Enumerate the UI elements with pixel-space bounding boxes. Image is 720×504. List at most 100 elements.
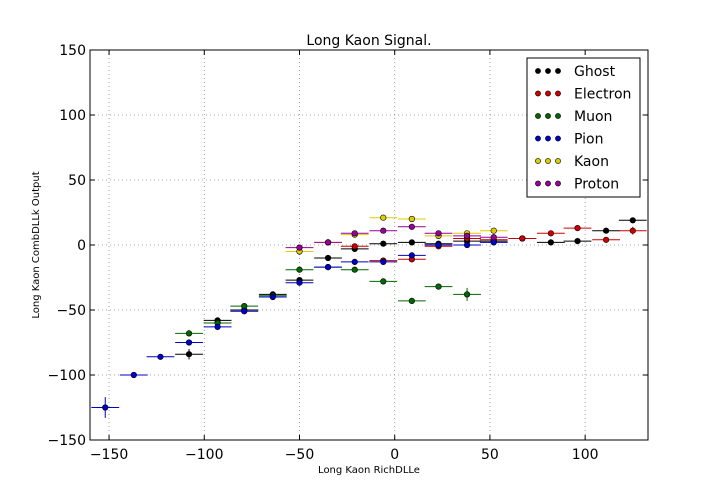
legend-item-pion: Pion xyxy=(535,132,603,148)
data-point xyxy=(408,239,415,246)
data-point xyxy=(324,264,332,271)
data-point xyxy=(463,232,471,239)
x-tick-label: −50 xyxy=(285,447,315,463)
data-point xyxy=(185,330,193,337)
data-point xyxy=(380,214,387,221)
data-point xyxy=(603,227,610,234)
data-point xyxy=(463,241,471,249)
data-point xyxy=(547,230,554,237)
data-point xyxy=(435,283,442,290)
data-point xyxy=(324,239,332,246)
data-point xyxy=(490,234,497,241)
data-point xyxy=(380,278,387,285)
legend-marker xyxy=(545,90,551,97)
x-tick-label: 0 xyxy=(390,447,399,463)
y-axis-label: Long Kaon CombDLLk Output xyxy=(31,171,42,318)
legend-label: Electron xyxy=(574,87,631,103)
legend-marker xyxy=(555,158,561,164)
data-point xyxy=(435,241,442,249)
legend: Ghost Electron Muon Pion Kaon Proton xyxy=(526,57,641,198)
legend-marker xyxy=(545,68,551,74)
data-point xyxy=(603,236,610,243)
data-point xyxy=(214,323,221,331)
legend-marker xyxy=(535,158,541,164)
data-point xyxy=(574,238,581,245)
data-point xyxy=(157,353,164,360)
legend-marker xyxy=(555,180,561,187)
legend-label: Kaon xyxy=(574,154,609,170)
legend-marker xyxy=(535,180,541,187)
legend-label: Pion xyxy=(574,132,603,148)
data-point xyxy=(519,235,526,242)
y-tick-label: −50 xyxy=(56,303,86,319)
data-point xyxy=(629,217,636,224)
y-tick-label: 100 xyxy=(59,108,86,124)
y-tick-label: −150 xyxy=(48,433,86,449)
legend-item-muon: Muon xyxy=(535,109,612,125)
legend-item-kaon: Kaon xyxy=(535,154,609,170)
legend-label: Muon xyxy=(574,109,612,125)
data-point xyxy=(380,227,387,234)
legend-marker xyxy=(555,113,561,119)
x-tick-label: 100 xyxy=(572,447,599,463)
data-point xyxy=(408,297,415,305)
data-point xyxy=(296,266,303,273)
legend-item-electron: Electron xyxy=(535,87,631,103)
legend-marker xyxy=(535,90,541,97)
data-point xyxy=(490,239,497,246)
x-tick-label: −100 xyxy=(185,447,223,463)
data-point xyxy=(351,243,358,250)
y-tick-label: 0 xyxy=(77,238,86,254)
data-layer xyxy=(91,214,647,418)
chart-title: Long Kaon Signal. xyxy=(306,33,431,49)
data-point xyxy=(185,339,193,346)
legend-label: Proton xyxy=(574,177,619,193)
legend-marker xyxy=(545,113,551,119)
legend-item-ghost: Ghost xyxy=(535,64,616,80)
legend-marker xyxy=(555,90,561,97)
x-tick-label: −150 xyxy=(90,447,128,463)
data-point xyxy=(351,266,358,273)
data-point xyxy=(269,293,276,301)
y-tick-label: −100 xyxy=(48,368,86,384)
data-point xyxy=(296,244,303,251)
data-point xyxy=(408,223,415,230)
data-point xyxy=(130,371,137,379)
legend-marker xyxy=(555,135,561,142)
legend-item-proton: Proton xyxy=(535,177,619,193)
legend-marker xyxy=(545,180,551,187)
x-tick-label: 50 xyxy=(481,447,499,463)
data-point xyxy=(351,230,358,237)
y-tick-label: 150 xyxy=(59,43,86,59)
y-tick-label: 50 xyxy=(68,173,86,189)
data-point xyxy=(408,252,415,259)
data-point xyxy=(241,303,248,310)
data-point xyxy=(102,404,109,411)
data-point xyxy=(435,230,442,237)
legend-box xyxy=(526,57,641,198)
data-point xyxy=(380,258,387,266)
legend-marker xyxy=(555,68,561,74)
data-point xyxy=(185,351,193,358)
data-point xyxy=(296,279,303,286)
axis-ticks: −150 −100 −50 0 50 100 −150 −100 −50 0 50 100 150 xyxy=(48,43,648,463)
data-point xyxy=(241,308,248,315)
data-point xyxy=(351,258,358,266)
data-point xyxy=(380,240,387,247)
data-point xyxy=(629,227,636,234)
legend-marker xyxy=(545,158,551,164)
x-axis-label: Long Kaon RichDLLe xyxy=(318,465,420,476)
legend-label: Ghost xyxy=(574,64,616,80)
data-point xyxy=(547,239,554,246)
legend-marker xyxy=(535,135,541,142)
legend-marker xyxy=(545,135,551,142)
data-point xyxy=(463,291,471,298)
series-pion xyxy=(91,239,508,418)
data-point xyxy=(490,227,497,234)
legend-marker xyxy=(535,113,541,119)
data-point xyxy=(574,225,581,232)
data-point xyxy=(408,215,415,223)
legend-marker xyxy=(535,68,541,74)
data-point xyxy=(324,254,332,262)
